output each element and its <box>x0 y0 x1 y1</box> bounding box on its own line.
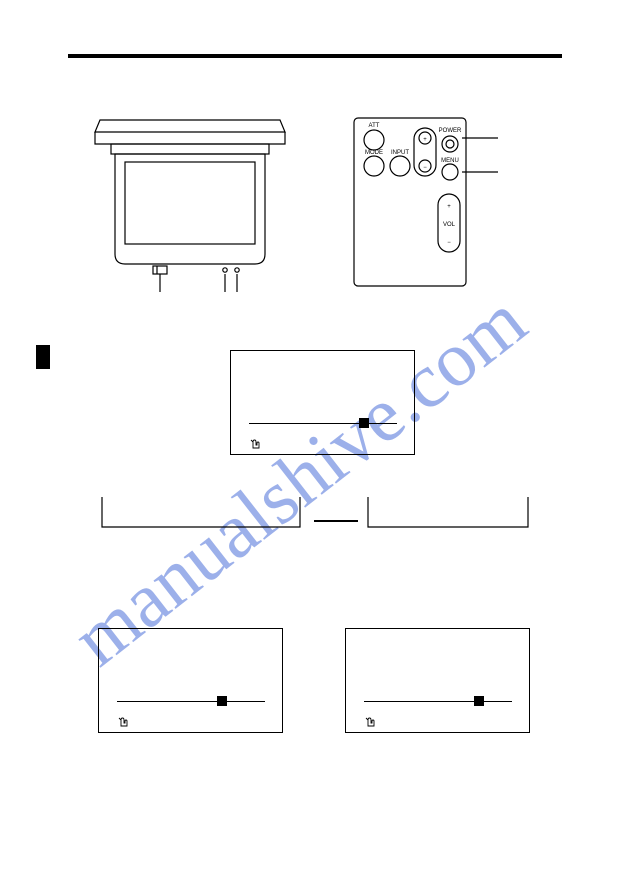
btn-mode <box>364 156 384 176</box>
btn-power <box>442 136 458 152</box>
hand-icon <box>117 714 131 728</box>
slider-knob-main <box>359 418 369 428</box>
monitor-figure <box>85 114 295 294</box>
hinge-bar <box>111 144 269 154</box>
side-tab <box>36 345 50 369</box>
overhead-side <box>95 132 285 144</box>
overhead-top <box>95 120 285 132</box>
label-vol-plus: + <box>447 204 451 210</box>
osd-main <box>230 350 415 455</box>
label-menu: MENU <box>441 158 459 164</box>
btn-att <box>364 130 384 150</box>
btn-menu <box>442 164 458 180</box>
sensor-2 <box>235 268 239 272</box>
hint-bracket-row <box>100 495 530 540</box>
bracket-right <box>368 497 528 527</box>
label-power: POWER <box>439 128 462 134</box>
screen-body <box>115 154 265 264</box>
btn-input <box>390 156 410 176</box>
header-rule <box>68 54 562 58</box>
slider-knob-left <box>217 696 227 706</box>
page-root: manualshive.com <box>0 0 630 893</box>
slider-knob-right <box>474 696 484 706</box>
slider-track-left <box>117 701 265 702</box>
bracket-left <box>102 497 300 527</box>
label-rocker-plus: + <box>423 137 427 143</box>
control-block-left <box>153 266 167 274</box>
label-vol: VOL <box>443 222 456 228</box>
watermark-text: manualshive.com <box>56 276 541 682</box>
hand-icon <box>364 714 378 728</box>
label-mode: MODE <box>365 150 383 156</box>
label-input: INPUT <box>391 150 409 156</box>
sensor-1 <box>223 268 227 272</box>
remote-figure: ATT MODE INPUT POWER MENU + − + − VOL <box>350 114 500 304</box>
remote-body <box>354 118 466 286</box>
slider-track-main <box>249 423 397 424</box>
hand-icon <box>249 436 263 450</box>
slider-track-right <box>364 701 512 702</box>
osd-left <box>98 628 283 733</box>
label-att: ATT <box>369 123 380 129</box>
screen-inner <box>125 162 255 244</box>
label-vol-minus: − <box>447 240 451 246</box>
osd-right <box>345 628 530 733</box>
label-rocker-minus: − <box>423 165 427 171</box>
btn-power-inner <box>446 140 454 148</box>
